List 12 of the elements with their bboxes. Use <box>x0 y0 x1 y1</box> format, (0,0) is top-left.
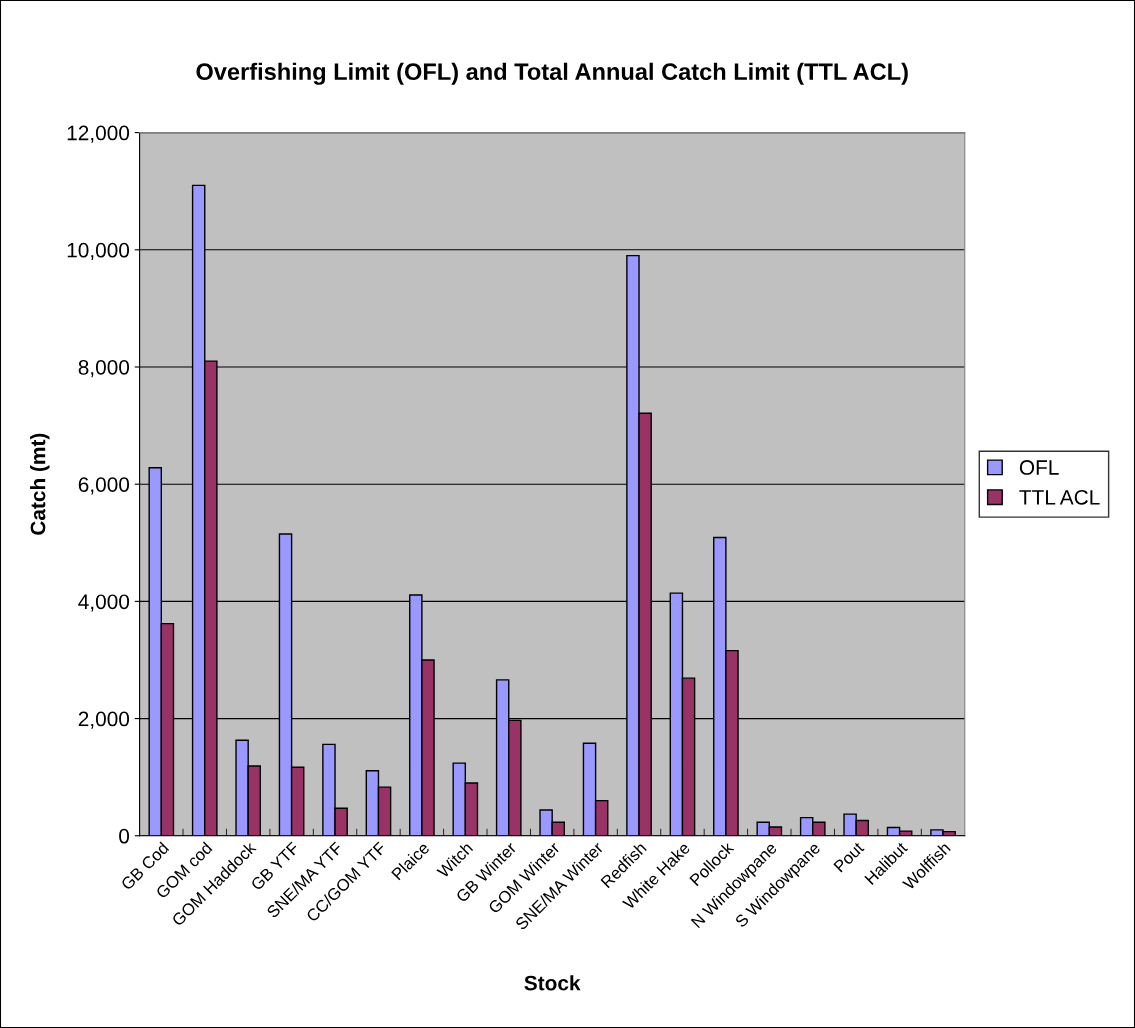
y-tick-label: 4,000 <box>78 594 130 612</box>
chart-title: Overfishing Limit (OFL) and Total Annual Catch Limit (TTL ACL) <box>196 62 908 85</box>
y-tick-label: 0 <box>119 828 130 844</box>
y-tick-label: 6,000 <box>78 477 130 495</box>
y-tick-label: 10,000 <box>67 242 130 261</box>
y-tick-label: 8,000 <box>78 360 130 378</box>
legend-label: OFL <box>1019 460 1059 475</box>
y-axis-title: Catch (mt) <box>30 433 50 535</box>
x-axis-title: Stock <box>524 975 581 991</box>
y-tick-label: 2,000 <box>78 711 130 729</box>
legend-label: TTL ACL <box>1019 489 1100 505</box>
y-tick-label: 12,000 <box>67 125 130 143</box>
